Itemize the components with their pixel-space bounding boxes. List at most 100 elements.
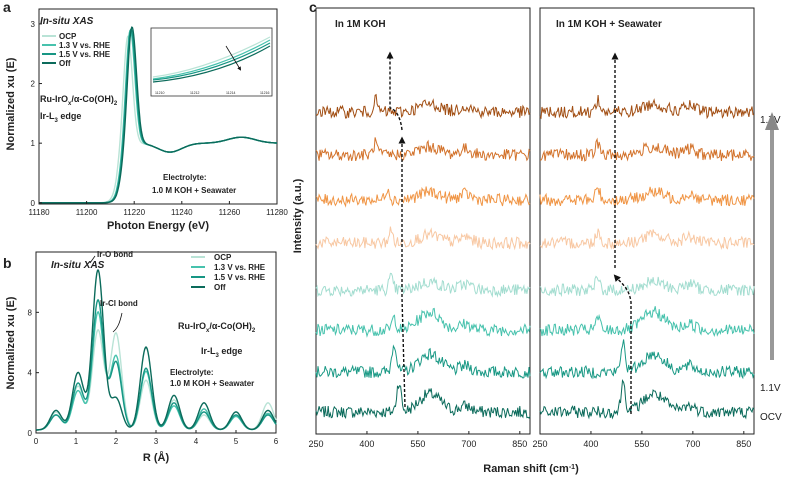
raman-koh-spectrum-4 bbox=[315, 272, 531, 298]
inset-curve-13v bbox=[152, 39, 271, 80]
panel-a-inset: 11210 11212 11214 11216 bbox=[150, 27, 273, 97]
panel-c-right-frame bbox=[539, 7, 755, 435]
b-xtick-label: 0 bbox=[34, 437, 39, 446]
panel-b-iro-pointer bbox=[89, 255, 96, 264]
panel-a-x-ticks: 11180 11200 11220 11240 11260 11280 bbox=[28, 201, 288, 217]
c-xtick-label: 700 bbox=[685, 439, 700, 449]
a-xtick-label: 11280 bbox=[266, 208, 288, 217]
raman-seawater-spectrum-2 bbox=[539, 339, 755, 380]
inset-tick-4: 11216 bbox=[260, 91, 270, 95]
potential-arrow-head bbox=[765, 112, 779, 130]
legend-a-off: Off bbox=[59, 59, 71, 68]
c-xtick-label: 250 bbox=[308, 439, 323, 449]
panel-c-y-axis-label: Intensity (a.u.) bbox=[292, 178, 304, 253]
b-xtick-label: 2 bbox=[114, 437, 119, 446]
b-ytick-label: 8 bbox=[28, 308, 33, 317]
panel-b-iro-label: Ir-O bond bbox=[97, 250, 133, 259]
a-xtick-label: 11200 bbox=[76, 208, 98, 217]
raman-koh-spectrum-2 bbox=[315, 344, 531, 379]
legend-a-ocp: OCP bbox=[59, 32, 77, 41]
c-xtick-label: 550 bbox=[634, 439, 649, 449]
legend-b-off: Off bbox=[214, 283, 226, 292]
panel-a-y-ticks: 0 1 2 3 bbox=[31, 20, 42, 208]
raman-seawater-spectrum-6 bbox=[539, 186, 755, 207]
panel-c-left-frame bbox=[315, 7, 531, 435]
panel-c-left-title: In 1M KOH bbox=[335, 19, 386, 30]
a-ytick-label: 3 bbox=[31, 20, 36, 29]
panel-b-letter: b bbox=[3, 255, 12, 271]
c-xtick-label: 400 bbox=[359, 439, 374, 449]
b-xtick-label: 6 bbox=[274, 437, 279, 446]
b-xtick-label: 1 bbox=[74, 437, 79, 446]
panel-c-spectra bbox=[315, 93, 755, 420]
panel-c-x-ticks: 250 400 550 700 850 250 400 550 700 850 bbox=[308, 431, 751, 449]
raman-koh-spectrum-7 bbox=[315, 137, 531, 162]
legend-b-ocp: OCP bbox=[214, 253, 232, 262]
a-ytick-label: 1 bbox=[31, 139, 36, 148]
raman-seawater-spectrum-3 bbox=[539, 306, 755, 338]
panel-b-title: In-situ XAS bbox=[51, 260, 105, 271]
panel-a-title: In-situ XAS bbox=[40, 16, 94, 27]
inset-tick-1: 11210 bbox=[155, 91, 165, 95]
inset-frame bbox=[150, 27, 273, 97]
seawater-shift-arrow-lower bbox=[613, 274, 632, 414]
a-xtick-label: 11180 bbox=[28, 208, 50, 217]
panel-b-electrolyte-label: Electrolyte: bbox=[170, 368, 214, 377]
panel-c-right-title: In 1M KOH + Seawater bbox=[556, 19, 662, 30]
legend-b-13v: 1.3 V vs. RHE bbox=[214, 263, 266, 272]
inset-curve-ocp bbox=[152, 36, 271, 78]
inset-arrow bbox=[225, 45, 242, 71]
panel-a-electrolyte-label: Electrolyte: bbox=[163, 173, 207, 182]
panel-b: b 0 1 2 3 4 5 6 0 4 8 In-situ XAS Ir-O bond Ir-C… bbox=[3, 250, 279, 464]
b-xtick-label: 4 bbox=[194, 437, 199, 446]
c-xtick-label: 850 bbox=[736, 439, 751, 449]
a-xtick-label: 11260 bbox=[219, 208, 241, 217]
legend-a-15v: 1.5 V vs. RHE bbox=[59, 50, 111, 59]
raman-seawater-spectrum-8 bbox=[539, 95, 755, 120]
c-xtick-label: 550 bbox=[410, 439, 425, 449]
c-xtick-label: 400 bbox=[583, 439, 598, 449]
panel-a-electrolyte-value: 1.0 M KOH + Seawater bbox=[152, 186, 236, 195]
panel-b-ircl-label: Ir-Cl bond bbox=[100, 299, 138, 308]
a-xtick-label: 11220 bbox=[123, 208, 145, 217]
c-xtick-label: 850 bbox=[512, 439, 527, 449]
legend-b-15v: 1.5 V vs. RHE bbox=[214, 273, 266, 282]
panel-c: c 250 400 550 700 850 250 400 550 700 850 In 1M K… bbox=[292, 0, 782, 475]
panel-c-letter: c bbox=[309, 0, 317, 15]
panel-a-y-axis-label: Normalized xu (E) bbox=[5, 57, 17, 150]
exafs-curve-15v bbox=[35, 299, 277, 431]
panel-b-y-axis-label: Normalized xu (E) bbox=[5, 296, 17, 389]
panel-a-edge-label: Ir-L3 edge bbox=[40, 111, 81, 124]
b-xtick-label: 3 bbox=[154, 437, 159, 446]
a-ytick-label: 2 bbox=[31, 80, 36, 89]
inset-tick-3: 11214 bbox=[226, 91, 236, 95]
panel-a-frame bbox=[38, 8, 278, 205]
inset-curve-15v bbox=[152, 42, 271, 81]
raman-koh-spectrum-8 bbox=[315, 93, 531, 120]
inset-tick-2: 11212 bbox=[190, 91, 200, 95]
a-xtick-label: 11240 bbox=[171, 208, 193, 217]
panel-b-ircl-pointer bbox=[112, 312, 123, 333]
panel-a-curves bbox=[39, 26, 277, 204]
raman-koh-spectrum-5 bbox=[315, 226, 531, 251]
panel-a-sample-label: Ru-IrOx/α-Co(OH)2 bbox=[40, 94, 118, 107]
panel-b-edge-label: Ir-L3 edge bbox=[201, 346, 242, 359]
panel-c-x-axis-label: Raman shift (cm-1) bbox=[483, 463, 579, 475]
panel-a: a In-situ XAS 11180 11200 11220 11240 11260 1… bbox=[3, 0, 288, 232]
a-ytick-label: 0 bbox=[31, 199, 36, 208]
exafs-curve-off bbox=[36, 269, 277, 431]
c-xtick-label: 700 bbox=[461, 439, 476, 449]
raman-koh-spectrum-1 bbox=[315, 385, 531, 420]
koh-shift-arrow-upper bbox=[386, 51, 403, 131]
raman-seawater-spectrum-4 bbox=[539, 275, 755, 298]
legend-a-13v: 1.3 V vs. RHE bbox=[59, 41, 111, 50]
raman-seawater-spectrum-1 bbox=[539, 378, 755, 420]
raman-seawater-spectrum-5 bbox=[539, 228, 755, 251]
c-xtick-label: 250 bbox=[532, 439, 547, 449]
panel-b-x-ticks: 0 1 2 3 4 5 6 bbox=[34, 430, 279, 446]
panel-a-x-axis-label: Photon Energy (eV) bbox=[107, 220, 209, 232]
koh-shift-arrow-lower bbox=[398, 136, 406, 408]
panel-b-x-axis-label: R (Å) bbox=[143, 451, 170, 464]
